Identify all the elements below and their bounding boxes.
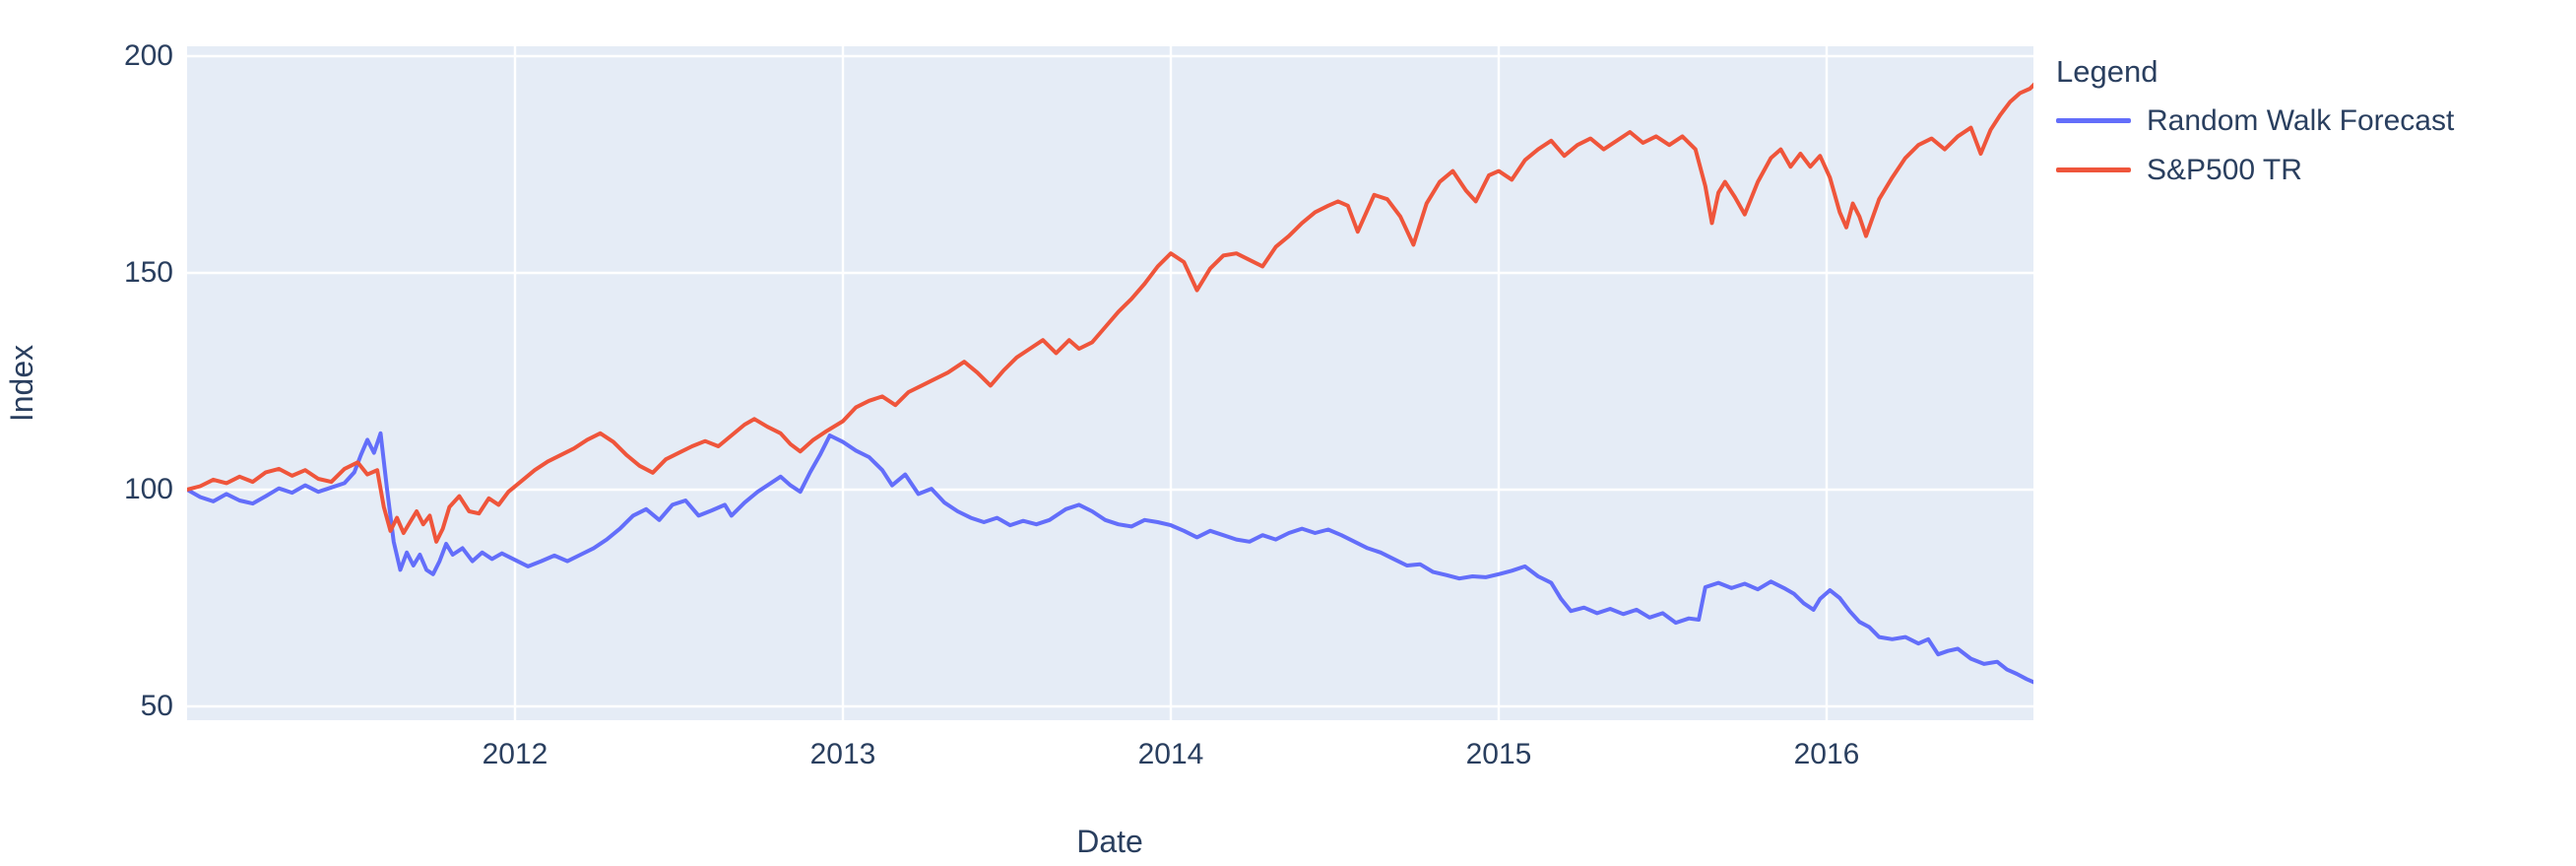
x-tick-label: 2012 (482, 738, 548, 770)
y-tick-label: 50 (140, 690, 173, 722)
legend-swatch-icon (2056, 167, 2131, 172)
legend-swatch-icon (2056, 118, 2131, 123)
x-tick-label: 2016 (1793, 738, 1860, 770)
plot-background (187, 46, 2033, 720)
legend-item-random-walk-forecast[interactable]: Random Walk Forecast (2056, 104, 2454, 137)
legend-item-sp500-tr[interactable]: S&P500 TR (2056, 154, 2454, 186)
y-axis-title: Index (4, 344, 39, 423)
x-axis-title: Date (1076, 824, 1143, 859)
x-tick-label: 2013 (809, 738, 876, 770)
y-tick-label: 100 (123, 473, 173, 505)
x-tick-label: 2015 (1465, 738, 1532, 770)
x-tick-label: 2014 (1137, 738, 1204, 770)
y-tick-label: 150 (123, 256, 173, 289)
legend-title: Legend (2056, 54, 2158, 89)
series-line-s-p500-tr[interactable] (187, 82, 2036, 544)
y-tick-label: 200 (123, 39, 173, 72)
legend: Legend Random Walk Forecast S&P500 TR (2056, 55, 2454, 203)
series-line-random-walk-forecast[interactable] (187, 431, 2036, 685)
legend-item-label: Random Walk Forecast (2147, 104, 2455, 137)
legend-item-label: S&P500 TR (2147, 154, 2302, 186)
